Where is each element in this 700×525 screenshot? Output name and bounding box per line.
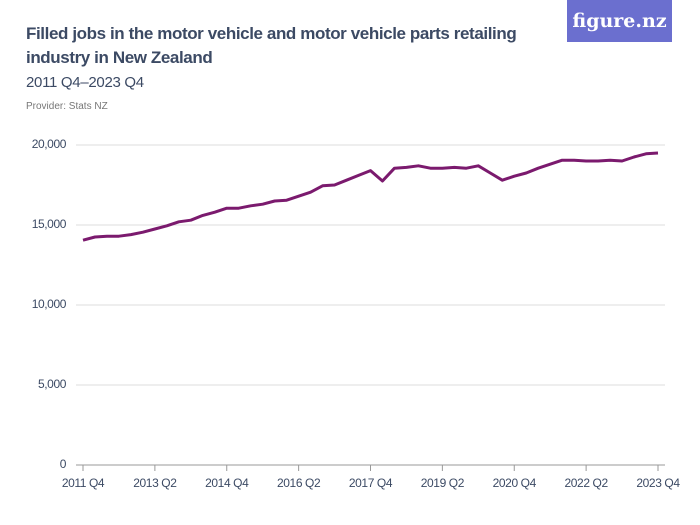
header: Filled jobs in the motor vehicle and mot… — [26, 22, 546, 112]
y-tick-label: 0 — [60, 457, 67, 471]
x-tick-label: 2022 Q2 — [565, 476, 609, 490]
x-tick-label: 2014 Q4 — [205, 476, 249, 490]
x-tick-label: 2017 Q4 — [349, 476, 393, 490]
x-tick-label: 2016 Q2 — [277, 476, 321, 490]
provider: Provider: Stats NZ — [26, 101, 108, 112]
y-tick-label: 10,000 — [32, 297, 67, 311]
data-line — [82, 151, 659, 242]
x-tick-label: 2019 Q2 — [421, 476, 465, 490]
y-tick-label: 20,000 — [32, 137, 67, 151]
y-tick-label: 15,000 — [32, 217, 67, 231]
x-tick-label: 2011 Q4 — [62, 476, 105, 490]
x-tick-label: 2023 Q4 — [636, 476, 680, 490]
chart-title: Filled jobs in the motor vehicle and mot… — [26, 24, 517, 67]
x-tick-label: 2020 Q4 — [493, 476, 537, 490]
chart-subtitle: 2011 Q4–2023 Q4 — [26, 74, 144, 91]
y-tick-label: 5,000 — [38, 377, 67, 391]
x-tick-label: 2013 Q2 — [133, 476, 177, 490]
logo[interactable]: figure.nz — [567, 0, 672, 42]
